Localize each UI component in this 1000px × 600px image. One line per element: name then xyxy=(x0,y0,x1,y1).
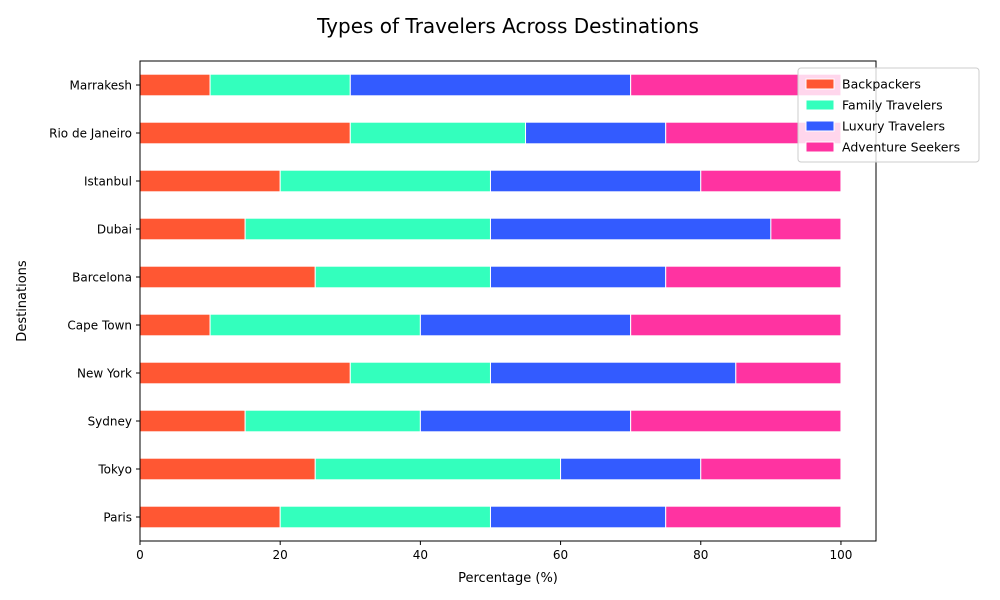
legend-box xyxy=(797,67,980,163)
bar-marrakesh-luxury-travelers xyxy=(349,73,632,97)
bar-marrakesh-family-travelers xyxy=(209,73,351,97)
bar-new-york-luxury-travelers xyxy=(489,361,737,385)
bar-barcelona-adventure-seekers xyxy=(665,265,842,289)
legend-label: Luxury Travelers xyxy=(842,119,945,134)
bar-istanbul-family-travelers xyxy=(279,169,491,193)
bar-marrakesh-backpackers xyxy=(139,73,211,97)
bar-istanbul-adventure-seekers xyxy=(700,169,842,193)
x-tick-label: 60 xyxy=(553,548,568,562)
legend: Backpackers Family Travelers Luxury Travel… xyxy=(797,67,980,163)
bar-dubai-backpackers xyxy=(139,217,246,241)
bar-new-york-backpackers xyxy=(139,361,351,385)
y-tick-label: New York xyxy=(77,367,132,381)
y-tick-label: Cape Town xyxy=(67,319,132,333)
x-tick-label: 0 xyxy=(136,548,144,562)
x-tick-label: 40 xyxy=(413,548,428,562)
bar-rio-de-janeiro-luxury-travelers xyxy=(525,121,667,145)
x-axis-label: Percentage (%) xyxy=(458,571,558,586)
legend-label: Family Travelers xyxy=(842,98,943,113)
bar-rio-de-janeiro-backpackers xyxy=(139,121,351,145)
y-axis: Paris Tokyo Sydney New York Cape Town Barcelo… xyxy=(49,79,140,525)
legend-swatch xyxy=(805,99,835,111)
bar-cape-town-luxury-travelers xyxy=(419,313,632,337)
bar-cape-town-family-travelers xyxy=(209,313,421,337)
bar-barcelona-luxury-travelers xyxy=(489,265,667,289)
x-axis: 0 20 40 60 80 100 xyxy=(136,541,852,562)
legend-label: Adventure Seekers xyxy=(842,140,960,155)
bar-sydney-family-travelers xyxy=(244,409,421,433)
y-tick-label: Sydney xyxy=(88,415,132,429)
plot-frame xyxy=(139,60,877,542)
y-tick-label: Paris xyxy=(103,511,132,525)
bar-cape-town-adventure-seekers xyxy=(630,313,842,337)
y-tick-label: Istanbul xyxy=(84,175,132,189)
bar-barcelona-family-travelers xyxy=(314,265,491,289)
bar-new-york-adventure-seekers xyxy=(735,361,842,385)
y-axis-label: Destinations xyxy=(15,260,30,342)
bar-rio-de-janeiro-family-travelers xyxy=(349,121,527,145)
chart-title: Types of Travelers Across Destinations xyxy=(316,14,699,38)
bar-sydney-luxury-travelers xyxy=(419,409,632,433)
bar-dubai-luxury-travelers xyxy=(489,217,772,241)
bars-group xyxy=(139,73,842,529)
y-tick-label: Tokyo xyxy=(97,463,132,477)
bar-sydney-backpackers xyxy=(139,409,246,433)
legend-swatch xyxy=(805,141,835,153)
legend-swatch xyxy=(805,78,835,90)
bar-paris-backpackers xyxy=(139,505,281,529)
bar-tokyo-backpackers xyxy=(139,457,316,481)
legend-swatch xyxy=(805,120,835,132)
bar-cape-town-backpackers xyxy=(139,313,211,337)
y-tick-label: Marrakesh xyxy=(70,79,132,93)
x-tick-label: 100 xyxy=(829,548,852,562)
y-tick-label: Dubai xyxy=(97,223,132,237)
y-tick-label: Rio de Janeiro xyxy=(49,127,132,141)
bar-sydney-adventure-seekers xyxy=(630,409,842,433)
bar-dubai-adventure-seekers xyxy=(770,217,842,241)
bar-istanbul-backpackers xyxy=(139,169,281,193)
bar-dubai-family-travelers xyxy=(244,217,491,241)
bar-paris-luxury-travelers xyxy=(489,505,667,529)
bar-barcelona-backpackers xyxy=(139,265,316,289)
y-tick-label: Barcelona xyxy=(72,271,132,285)
bar-tokyo-adventure-seekers xyxy=(700,457,842,481)
bar-paris-adventure-seekers xyxy=(665,505,842,529)
legend-label: Backpackers xyxy=(842,77,921,92)
x-tick-label: 80 xyxy=(693,548,708,562)
bar-tokyo-family-travelers xyxy=(314,457,562,481)
bar-new-york-family-travelers xyxy=(349,361,491,385)
bar-istanbul-luxury-travelers xyxy=(489,169,702,193)
bar-tokyo-luxury-travelers xyxy=(560,457,702,481)
x-tick-label: 20 xyxy=(273,548,288,562)
bar-paris-family-travelers xyxy=(279,505,491,529)
